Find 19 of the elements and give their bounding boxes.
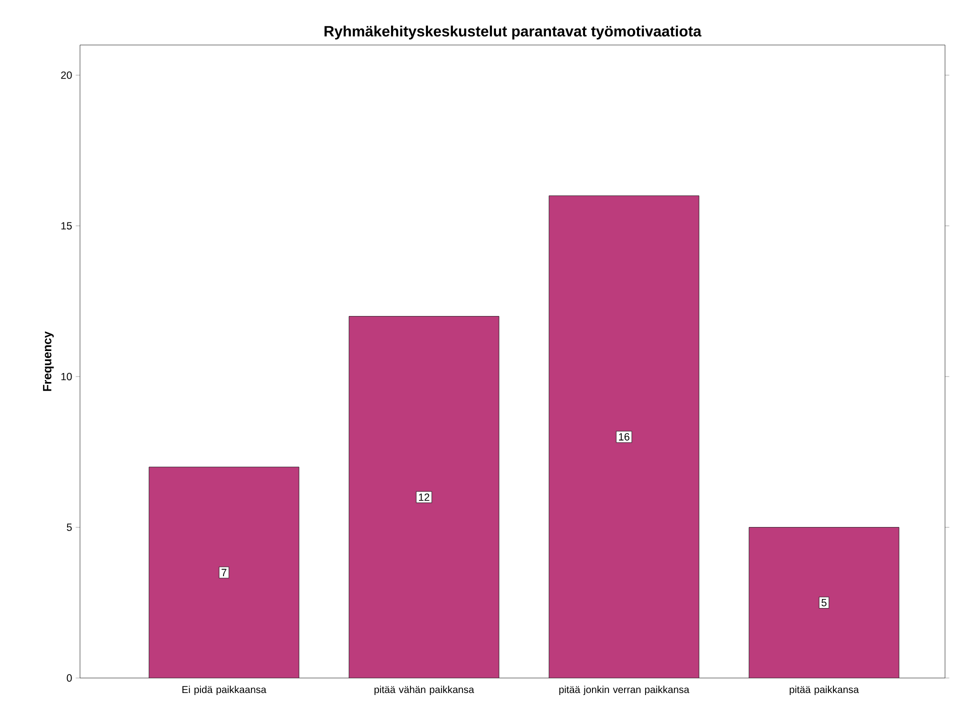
data-label: 12 — [418, 493, 430, 501]
bar — [748, 527, 900, 678]
bar — [148, 466, 300, 678]
x-tick-label: Ei pidä paikkaansa — [182, 686, 266, 696]
chart-title: Ryhmäkehityskeskustelut parantavat työmotivaatiota — [324, 26, 702, 40]
data-label: 5 — [822, 599, 826, 606]
y-tick-label: 20 — [61, 71, 72, 79]
y-axis-title: Frequency — [43, 331, 54, 391]
x-tick-label: pitää vähän paikkansa — [374, 686, 474, 696]
bar — [548, 196, 700, 678]
x-tick-label: pitää paikkansa — [790, 686, 859, 696]
x-tick-label: pitää jonkin verran paikkansa — [559, 686, 690, 696]
y-tick-label: 10 — [61, 372, 72, 380]
data-label: 16 — [618, 433, 630, 441]
y-tick-label: 5 — [66, 524, 72, 531]
y-tick-label: 0 — [66, 674, 72, 682]
bar — [349, 316, 500, 678]
y-tick-label: 15 — [61, 222, 72, 230]
data-label: 7 — [222, 568, 226, 576]
